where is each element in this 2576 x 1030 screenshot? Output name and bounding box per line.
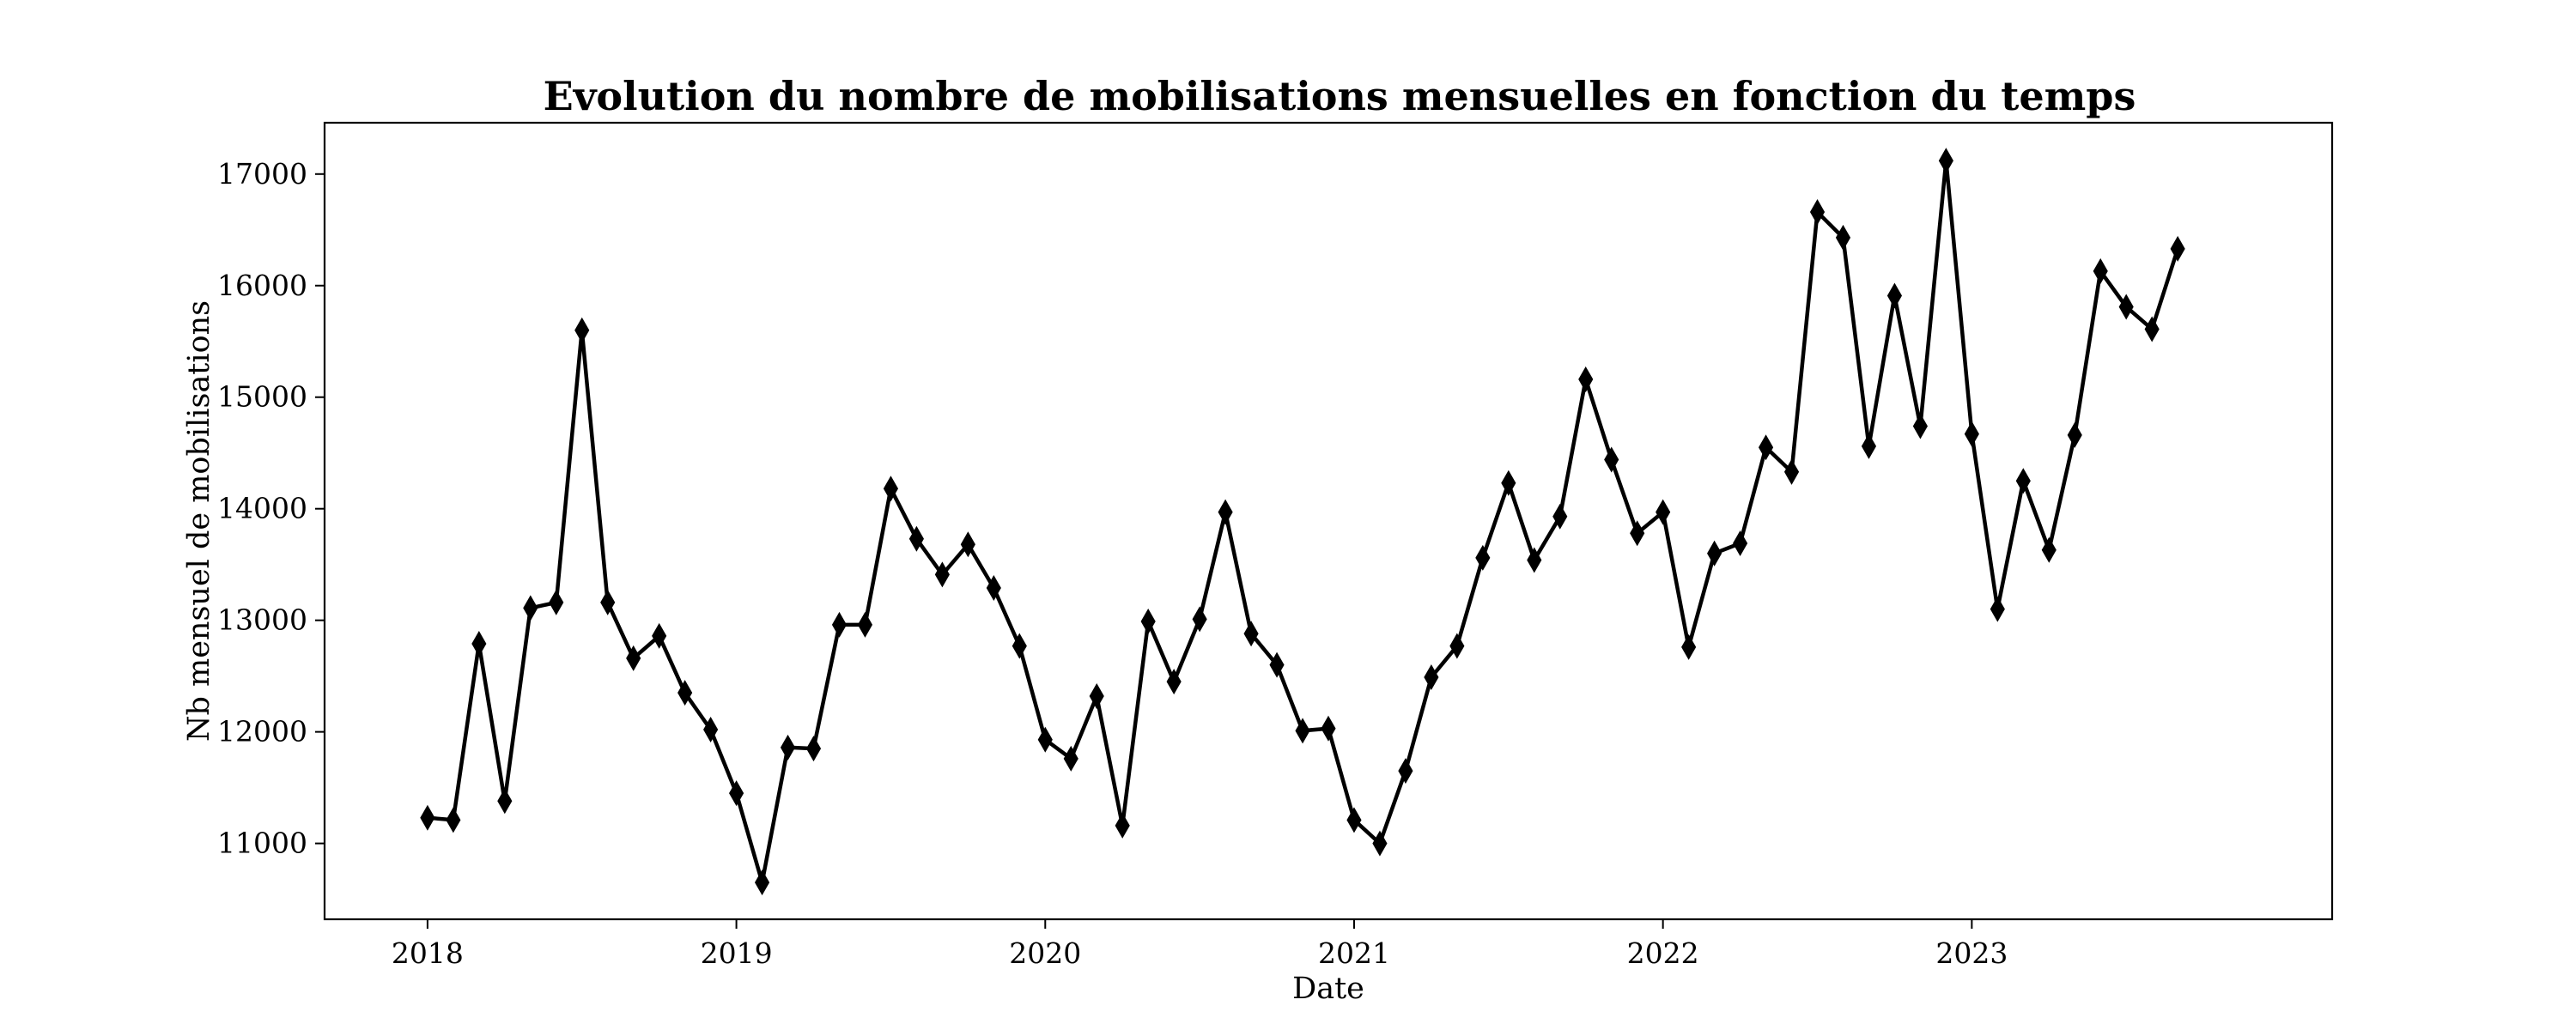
data-point-marker — [1552, 503, 1568, 530]
data-point-marker — [831, 611, 848, 638]
data-point-marker — [1243, 621, 1259, 647]
x-tick-label: 2020 — [1009, 936, 1081, 970]
data-point-marker — [1372, 830, 1388, 857]
data-point-marker — [1604, 446, 1619, 473]
data-point-marker — [1192, 606, 1207, 633]
x-tick-label: 2022 — [1627, 936, 1699, 970]
data-point-marker — [446, 807, 461, 833]
data-point-marker — [729, 780, 744, 807]
data-point-marker — [1835, 224, 1851, 251]
data-point-marker — [1012, 633, 1027, 659]
series-markers — [420, 148, 2185, 896]
data-point-marker — [1295, 718, 1310, 744]
data-point-marker — [1269, 651, 1285, 678]
data-point-marker — [1681, 633, 1697, 660]
data-point-marker — [1037, 726, 1053, 753]
data-point-marker — [805, 736, 822, 762]
data-point-marker — [1912, 413, 1928, 439]
data-point-marker — [703, 717, 719, 743]
x-tick-label: 2021 — [1318, 936, 1390, 970]
data-point-marker — [471, 630, 487, 657]
data-point-marker — [1449, 633, 1465, 659]
data-point-marker — [1630, 520, 1645, 547]
data-point-marker — [1346, 807, 1362, 833]
data-point-marker — [1938, 148, 1953, 174]
data-point-marker — [1656, 499, 1671, 525]
data-point-marker — [652, 622, 667, 649]
y-tick-label: 12000 — [217, 715, 307, 748]
data-point-marker — [960, 531, 975, 558]
data-point-marker — [1964, 421, 1979, 447]
x-axis-label: Date — [1292, 972, 1364, 1006]
plot-area-frame — [323, 121, 2334, 921]
y-tick-label: 14000 — [217, 492, 307, 525]
data-point-marker — [1578, 366, 1594, 392]
data-point-marker — [626, 645, 641, 671]
data-point-marker — [1166, 669, 1182, 695]
y-tick-label: 16000 — [217, 269, 307, 302]
y-axis: 11000 12000 13000 14000 15000 16000 17000 — [217, 157, 325, 860]
data-point-marker — [1861, 433, 1877, 459]
data-point-marker — [1501, 470, 1516, 496]
series-line — [427, 158, 2180, 885]
data-point-marker — [1321, 715, 1336, 742]
data-point-marker — [1886, 282, 1903, 309]
data-point-marker — [908, 525, 924, 552]
data-point-marker — [1990, 596, 2005, 622]
data-point-marker — [523, 595, 538, 621]
data-point-marker — [1475, 544, 1491, 571]
x-tick-label: 2019 — [701, 936, 773, 970]
data-point-marker — [574, 317, 590, 343]
data-point-marker — [1424, 663, 1439, 690]
data-point-marker — [1809, 198, 1826, 225]
data-point-marker — [1063, 745, 1078, 772]
data-point-marker — [2118, 294, 2134, 320]
data-point-marker — [1140, 608, 1156, 634]
data-point-marker — [497, 788, 513, 815]
x-tick-label: 2023 — [1935, 936, 2008, 970]
data-point-marker — [677, 680, 693, 706]
data-point-marker — [1783, 458, 1800, 485]
y-tick-label: 17000 — [217, 157, 307, 191]
data-point-marker — [549, 589, 564, 615]
data-point-marker — [2144, 316, 2160, 342]
data-point-marker — [2170, 235, 2185, 262]
x-axis: 2018 2019 2020 2021 2022 2023 — [392, 919, 2008, 970]
data-point-marker — [2093, 258, 2108, 284]
data-point-marker — [600, 589, 616, 615]
data-point-marker — [1398, 758, 1413, 785]
data-point-marker — [420, 804, 435, 831]
y-tick-label: 13000 — [217, 603, 307, 637]
data-point-marker — [2041, 536, 2057, 563]
x-tick-label: 2018 — [392, 936, 464, 970]
data-point-marker — [1707, 540, 1722, 566]
data-point-marker — [1758, 434, 1774, 461]
y-tick-label: 15000 — [217, 380, 307, 414]
data-point-marker — [754, 869, 770, 896]
data-point-marker — [780, 734, 796, 760]
data-point-marker — [1218, 499, 1233, 525]
data-point-marker — [883, 476, 899, 502]
chart-title: Evolution du nombre de mobilisations men… — [544, 73, 2136, 119]
data-point-marker — [1733, 530, 1748, 557]
y-tick-label: 11000 — [217, 827, 307, 860]
y-axis-label: Nb mensuel de mobilisations — [182, 300, 216, 742]
data-point-marker — [1527, 547, 1542, 573]
data-point-marker — [2015, 468, 2031, 494]
data-point-marker — [934, 561, 950, 588]
data-point-marker — [986, 574, 1001, 601]
data-point-marker — [1089, 683, 1104, 710]
data-point-marker — [1115, 812, 1130, 839]
data-point-marker — [857, 611, 873, 638]
data-point-marker — [2067, 421, 2082, 448]
